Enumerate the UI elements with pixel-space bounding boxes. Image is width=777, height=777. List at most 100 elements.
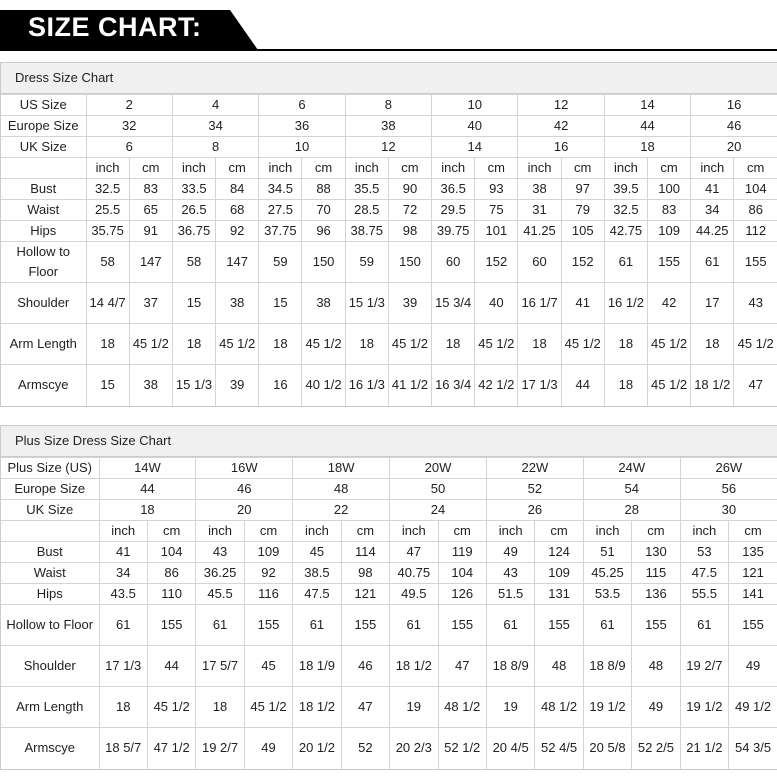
unit-cell: inch	[517, 157, 562, 179]
measure-cell: 61	[690, 241, 735, 283]
row-label: Hips	[1, 583, 100, 605]
row-label: UK Size	[1, 499, 100, 521]
measure-cell: 18 5/7	[98, 727, 148, 769]
measure-cell: 150	[387, 241, 433, 283]
measure-row: Arm Length 18 45 1/2 18 45 1/2 18 45 1/2 18 45 1…	[1, 323, 777, 365]
measure-cell: 61	[582, 604, 633, 646]
measure-cell: 84	[215, 178, 260, 200]
unit-cell: inch	[485, 520, 536, 542]
row-label: Arm Length	[1, 323, 87, 365]
measure-cell: 43	[733, 282, 777, 324]
measure-cell: 121	[728, 562, 777, 584]
measure-cell: 35.5	[344, 178, 389, 200]
measure-cell: 47.5	[292, 583, 342, 605]
measure-cell: 47	[733, 364, 777, 406]
measure-cell: 45.5	[195, 583, 245, 605]
size-cell: 40	[431, 115, 519, 137]
measure-cell: 39	[387, 282, 433, 324]
measure-cell: 40	[474, 282, 519, 324]
measure-cell: 44	[560, 364, 605, 406]
measure-cell: 42	[646, 282, 692, 324]
measure-cell: 28.5	[344, 199, 389, 221]
header-title: SIZE CHART:	[28, 12, 202, 42]
measure-cell: 130	[631, 541, 681, 563]
measure-cell: 44	[146, 645, 197, 687]
measure-cell: 104	[146, 541, 197, 563]
size-cell: 26W	[679, 457, 777, 479]
measure-cell: 61	[195, 604, 245, 646]
measure-cell: 37.75	[258, 220, 303, 242]
measure-cell: 17	[690, 282, 735, 324]
measure-cell: 39	[215, 364, 260, 406]
size-cell: 34	[171, 115, 260, 137]
table-title: Plus Size Dress Size Chart	[1, 426, 777, 457]
unit-cell: cm	[646, 157, 692, 179]
measure-row: Bust 41 104 43 109 45 114 47 119 49 124 51 130 53 135	[1, 541, 777, 563]
measure-cell: 18 8/9	[582, 645, 633, 687]
row-label: Bust	[1, 541, 100, 563]
size-cell: 30	[679, 499, 777, 521]
measure-cell: 52 1/2	[437, 727, 487, 769]
measure-cell: 104	[437, 562, 487, 584]
unit-cell: cm	[215, 157, 260, 179]
unit-cell: inch	[344, 157, 389, 179]
size-cell: 46	[195, 478, 294, 500]
measure-cell: 124	[534, 541, 584, 563]
measure-cell: 17 5/7	[195, 645, 245, 687]
measure-cell: 92	[215, 220, 260, 242]
size-cell: 52	[485, 478, 584, 500]
measure-cell: 105	[560, 220, 605, 242]
measure-cell: 18	[344, 323, 389, 365]
measure-cell: 49	[728, 645, 777, 687]
measure-cell: 59	[344, 241, 389, 283]
measure-cell: 25.5	[85, 199, 130, 221]
measure-cell: 48	[534, 645, 584, 687]
measure-cell: 46	[340, 645, 391, 687]
measure-cell: 16 1/2	[603, 282, 649, 324]
size-cell: 6	[85, 136, 173, 158]
measure-cell: 45 1/2	[146, 686, 197, 728]
measure-cell: 18	[603, 364, 649, 406]
measure-cell: 38	[215, 282, 260, 324]
measure-cell: 155	[146, 604, 197, 646]
unit-cell: inch	[582, 520, 633, 542]
measure-row: Hollow to Floor 58 147 58 147 59 150 59 150 60 152…	[1, 241, 777, 283]
measure-cell: 83	[646, 199, 692, 221]
measure-cell: 20 5/8	[582, 727, 633, 769]
size-cell: 8	[171, 136, 260, 158]
unit-cell: inch	[389, 520, 439, 542]
measure-cell: 16 3/4	[431, 364, 476, 406]
size-cell: 20	[690, 136, 777, 158]
measure-cell: 86	[733, 199, 777, 221]
measure-cell: 38	[301, 282, 346, 324]
measure-row: Waist 25.5 65 26.5 68 27.5 70 28.5 72 29.5 75 31 79 3…	[1, 199, 777, 221]
row-label	[1, 520, 100, 542]
measure-cell: 21 1/2	[679, 727, 730, 769]
row-label: Hollow to Floor	[1, 604, 100, 646]
measure-cell: 119	[437, 541, 487, 563]
measure-cell: 136	[631, 583, 681, 605]
measure-cell: 38	[517, 178, 562, 200]
row-label: Europe Size	[1, 115, 87, 137]
unit-cell: inch	[292, 520, 342, 542]
measure-cell: 36.75	[171, 220, 217, 242]
size-cell: 22	[292, 499, 391, 521]
measure-cell: 39.75	[431, 220, 476, 242]
measure-cell: 16	[258, 364, 303, 406]
row-label: Plus Size (US)	[1, 457, 100, 479]
size-cell: 14	[603, 94, 692, 116]
table-title: Dress Size Chart	[1, 63, 777, 94]
size-cell: 36	[258, 115, 346, 137]
size-cell: 38	[344, 115, 433, 137]
measure-cell: 152	[474, 241, 519, 283]
unit-cell: inch	[85, 157, 130, 179]
unit-cell: cm	[437, 520, 487, 542]
row-label: US Size	[1, 94, 87, 116]
measure-cell: 38.5	[292, 562, 342, 584]
unit-cell: cm	[733, 157, 777, 179]
measure-cell: 43	[485, 562, 536, 584]
measure-cell: 52 4/5	[534, 727, 584, 769]
measure-cell: 61	[485, 604, 536, 646]
measure-cell: 61	[292, 604, 342, 646]
unit-cell: cm	[560, 157, 605, 179]
